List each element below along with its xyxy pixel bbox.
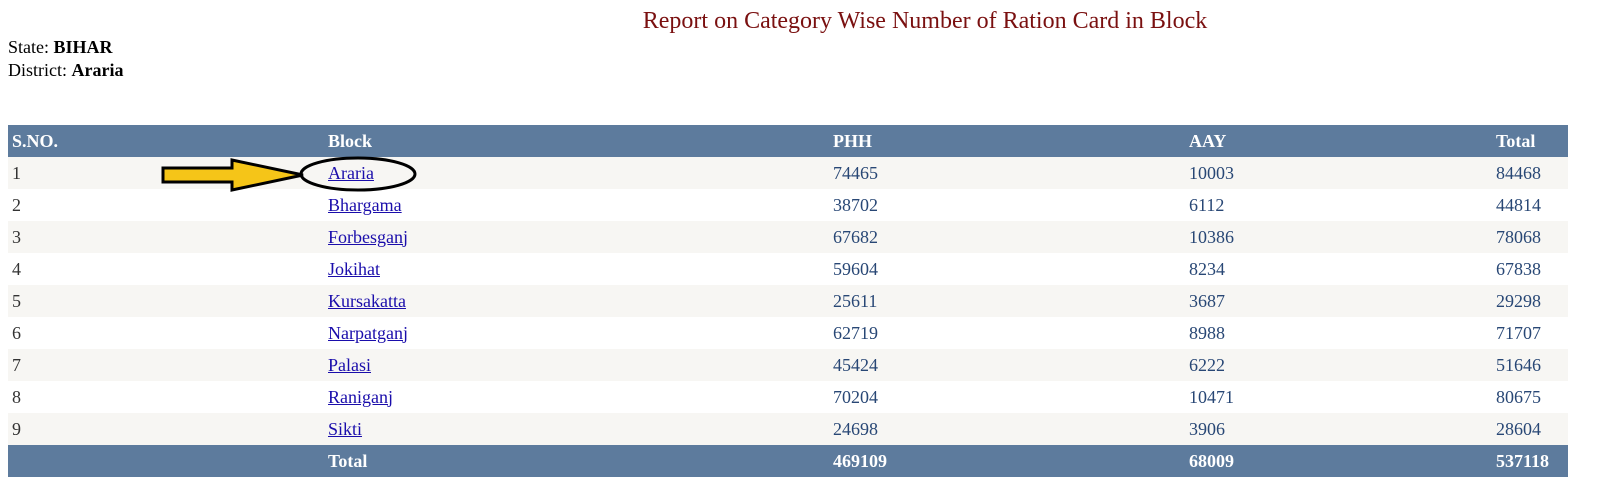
column-header: AAY [1185, 125, 1492, 157]
number-cell: 38702 [829, 189, 1185, 221]
table-row: 5 Kursakatta 25611 3687 29298 [8, 285, 1568, 317]
table-row: 6 Narpatganj 62719 8988 71707 [8, 317, 1568, 349]
number-cell: 10386 [1185, 221, 1492, 253]
state-line: State: BIHAR [8, 37, 113, 58]
column-header: Total [1492, 125, 1568, 157]
block-cell: Araria [324, 157, 829, 189]
number-cell: 51646 [1492, 349, 1568, 381]
number-cell: 8988 [1185, 317, 1492, 349]
report-table: S.NO. Block PHH AAY Total 1 Araria 74465 10003 8… [8, 125, 1568, 477]
block-link[interactable]: Jokihat [328, 258, 380, 279]
table-row: 9 Sikti 24698 3906 28604 [8, 413, 1568, 445]
number-cell: 70204 [829, 381, 1185, 413]
table-row: 3 Forbesganj 67682 10386 78068 [8, 221, 1568, 253]
column-header: Block [324, 125, 829, 157]
sno-cell: 9 [8, 413, 324, 445]
block-cell: Palasi [324, 349, 829, 381]
block-link[interactable]: Kursakatta [328, 290, 406, 311]
empty-cell [8, 445, 324, 477]
block-link[interactable]: Palasi [328, 354, 371, 375]
number-cell: 25611 [829, 285, 1185, 317]
block-link[interactable]: Bhargama [328, 194, 402, 215]
table-row: 4 Jokihat 59604 8234 67838 [8, 253, 1568, 285]
block-cell: Forbesganj [324, 221, 829, 253]
block-cell: Narpatganj [324, 317, 829, 349]
block-cell: Sikti [324, 413, 829, 445]
sno-cell: 8 [8, 381, 324, 413]
report-title: Report on Category Wise Number of Ration… [642, 8, 1208, 34]
state-label: State: [8, 37, 49, 57]
block-link[interactable]: Narpatganj [328, 322, 408, 343]
number-cell: 3687 [1185, 285, 1492, 317]
column-header: PHH [829, 125, 1185, 157]
block-link[interactable]: Forbesganj [328, 226, 408, 247]
number-cell: 10471 [1185, 381, 1492, 413]
total-cell: 537118 [1492, 445, 1568, 477]
block-cell: Kursakatta [324, 285, 829, 317]
table-body: 1 Araria 74465 10003 84468 2 Bhargama 38702 6112… [8, 157, 1568, 477]
table-row: 2 Bhargama 38702 6112 44814 [8, 189, 1568, 221]
block-link[interactable]: Sikti [328, 418, 363, 439]
number-cell: 44814 [1492, 189, 1568, 221]
number-cell: 6222 [1185, 349, 1492, 381]
district-line: District: Araria [8, 60, 123, 81]
number-cell: 10003 [1185, 157, 1492, 189]
number-cell: 29298 [1492, 285, 1568, 317]
table-row: 1 Araria 74465 10003 84468 [8, 157, 1568, 189]
number-cell: 24698 [829, 413, 1185, 445]
sno-cell: 5 [8, 285, 324, 317]
number-cell: 84468 [1492, 157, 1568, 189]
column-header: S.NO. [8, 125, 324, 157]
number-cell: 71707 [1492, 317, 1568, 349]
header-row: S.NO. Block PHH AAY Total [8, 125, 1568, 157]
total-cell: 68009 [1185, 445, 1492, 477]
sno-cell: 6 [8, 317, 324, 349]
sno-cell: 7 [8, 349, 324, 381]
sno-cell: 4 [8, 253, 324, 285]
block-link[interactable]: Araria [328, 162, 374, 183]
table-row: 8 Raniganj 70204 10471 80675 [8, 381, 1568, 413]
number-cell: 78068 [1492, 221, 1568, 253]
number-cell: 59604 [829, 253, 1185, 285]
number-cell: 6112 [1185, 189, 1492, 221]
number-cell: 74465 [829, 157, 1185, 189]
number-cell: 45424 [829, 349, 1185, 381]
sno-cell: 2 [8, 189, 324, 221]
table-row: 7 Palasi 45424 6222 51646 [8, 349, 1568, 381]
total-cell: 469109 [829, 445, 1185, 477]
district-label: District: [8, 60, 67, 80]
block-cell: Raniganj [324, 381, 829, 413]
sno-cell: 3 [8, 221, 324, 253]
number-cell: 80675 [1492, 381, 1568, 413]
district-value: Araria [71, 60, 124, 80]
block-link[interactable]: Raniganj [328, 386, 393, 407]
sno-cell: 1 [8, 157, 324, 189]
number-cell: 28604 [1492, 413, 1568, 445]
block-cell: Jokihat [324, 253, 829, 285]
state-value: BIHAR [53, 37, 113, 57]
number-cell: 8234 [1185, 253, 1492, 285]
block-cell: Bhargama [324, 189, 829, 221]
total-row: Total 469109 68009 537118 [8, 445, 1568, 477]
number-cell: 67682 [829, 221, 1185, 253]
total-cell: Total [324, 445, 829, 477]
number-cell: 67838 [1492, 253, 1568, 285]
number-cell: 3906 [1185, 413, 1492, 445]
number-cell: 62719 [829, 317, 1185, 349]
